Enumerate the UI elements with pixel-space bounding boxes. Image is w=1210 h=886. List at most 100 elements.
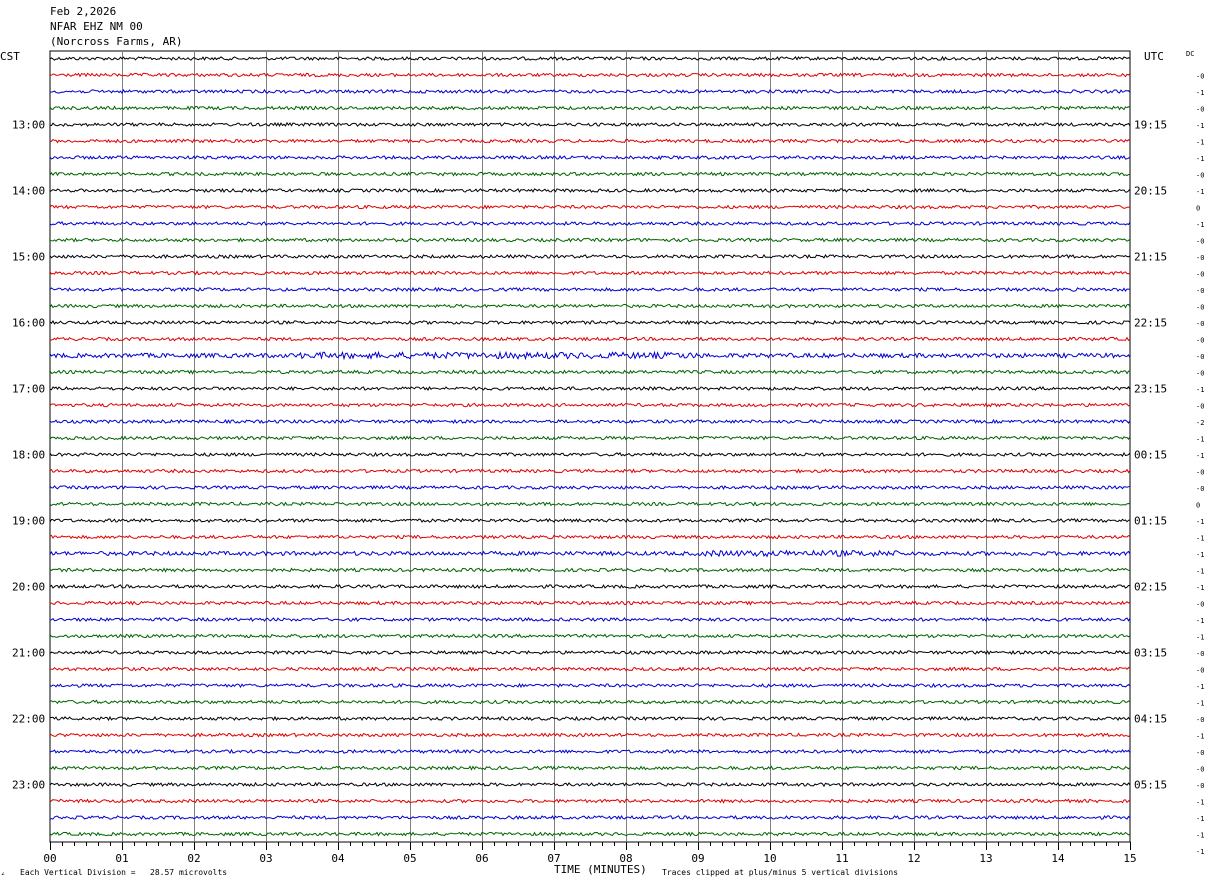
clip-note: Traces clipped at plus/minus 5 vertical … — [662, 868, 899, 877]
seismic-trace — [49, 270, 1131, 276]
seismic-trace — [49, 121, 1131, 128]
x-tick-label: 14 — [1051, 852, 1065, 865]
seismic-trace — [49, 451, 1131, 457]
x-tick-label: 09 — [691, 852, 704, 865]
seismic-trace — [49, 55, 1131, 62]
station-code: NFAR EHZ NM 00 — [50, 20, 143, 33]
dc-offset-label: -0 — [1196, 485, 1204, 493]
dc-offset-label: -0 — [1196, 469, 1204, 477]
dc-offset-label: -1 — [1196, 634, 1204, 642]
dc-offset-label: -1 — [1196, 535, 1204, 543]
x-tick-label: 12 — [907, 852, 920, 865]
dc-offset-label: -0 — [1196, 766, 1204, 774]
scale-note: Each Vertical Division = 28.57 microvolt… — [20, 868, 228, 877]
right-hour-label: 01:15 — [1134, 515, 1167, 528]
dc-offset-label: -0 — [1196, 749, 1204, 757]
right-hour-label: 22:15 — [1134, 317, 1167, 330]
dc-offset-label: -0 — [1196, 782, 1204, 790]
seismic-trace — [49, 369, 1131, 375]
seismic-trace — [49, 549, 1131, 558]
right-hour-label: 02:15 — [1134, 581, 1167, 594]
seismic-trace — [49, 468, 1131, 474]
x-axis-title: TIME (MINUTES) — [554, 863, 647, 876]
right-hour-label: 23:15 — [1134, 383, 1167, 396]
x-tick-label: 11 — [835, 852, 848, 865]
seismic-trace — [49, 286, 1131, 293]
dc-offset-label: -0 — [1196, 370, 1204, 378]
dc-offset-label: -0 — [1196, 320, 1204, 328]
dc-offset-label: -0 — [1196, 254, 1204, 262]
seismic-trace — [49, 534, 1131, 540]
dc-offset-label: -1 — [1196, 799, 1204, 807]
x-tick-label: 02 — [187, 852, 200, 865]
dc-offset-label: -1 — [1196, 584, 1204, 592]
dc-offset-label: -1 — [1196, 848, 1204, 856]
x-tick-label: 01 — [115, 852, 128, 865]
dc-offset-label: 0 — [1196, 502, 1200, 510]
left-hour-label: 19:00 — [12, 515, 45, 528]
dc-offset-label: -1 — [1196, 815, 1204, 823]
left-hour-label: 17:00 — [12, 383, 45, 396]
dc-offset-label: -0 — [1196, 172, 1204, 180]
dc-offset-label: -1 — [1196, 122, 1204, 130]
seismic-trace — [49, 220, 1131, 226]
seismic-trace — [49, 171, 1131, 177]
dc-offset-label: -0 — [1196, 238, 1204, 246]
seismic-trace — [49, 187, 1131, 194]
seismic-trace — [50, 600, 1131, 606]
seismic-trace — [49, 72, 1131, 78]
plot-date: Feb 2,2026 — [50, 5, 117, 18]
dc-offset-label: -0 — [1196, 304, 1204, 312]
x-tick-label: 15 — [1123, 852, 1136, 865]
dc-offset-label: -1 — [1196, 832, 1204, 840]
dc-offset-label: -0 — [1196, 667, 1204, 675]
seismic-trace — [49, 567, 1131, 573]
x-tick-label: 03 — [259, 852, 272, 865]
seismic-trace — [49, 798, 1131, 804]
right-hour-label: 00:15 — [1134, 449, 1167, 462]
dc-offset-label: -1 — [1196, 700, 1204, 708]
right-hour-label: 21:15 — [1134, 251, 1167, 264]
dc-offset-label: -1 — [1196, 436, 1204, 444]
dc-offset-label: -1 — [1196, 89, 1204, 97]
dc-offset-label: -0 — [1196, 650, 1204, 658]
seismic-trace — [49, 154, 1131, 161]
dc-offset-label: -0 — [1196, 106, 1204, 114]
seismic-trace — [49, 319, 1131, 326]
plot-frame — [49, 50, 1131, 843]
dc-offset-label: -1 — [1196, 188, 1204, 196]
dc-header-label: DC — [1186, 50, 1195, 58]
dc-offset-label: -1 — [1196, 139, 1204, 147]
x-tick-label: 06 — [475, 852, 488, 865]
x-tick-label: 08 — [619, 852, 632, 865]
seismic-trace — [49, 88, 1131, 95]
seismic-trace — [49, 649, 1131, 656]
seismic-trace — [49, 814, 1131, 821]
seismic-trace — [49, 402, 1131, 408]
seismic-trace — [49, 237, 1131, 243]
dc-offset-label: -0 — [1196, 601, 1204, 609]
right-hour-label: 20:15 — [1134, 185, 1167, 198]
left-hour-label: 14:00 — [12, 185, 45, 198]
dc-offset-label: -1 — [1196, 155, 1204, 163]
seismic-trace — [49, 418, 1131, 425]
dc-offset-label: -0 — [1196, 73, 1204, 81]
seismic-trace — [49, 385, 1131, 392]
seismic-trace — [49, 435, 1131, 441]
dc-offset-label: -1 — [1196, 568, 1204, 576]
right-timezone-label: UTC — [1144, 50, 1164, 63]
plot-header: Feb 2,2026 NFAR EHZ NM 00 (Norcross Farm… — [50, 4, 182, 49]
left-hour-label: 23:00 — [12, 779, 45, 792]
left-hour-label: 18:00 — [12, 449, 45, 462]
seismic-trace — [49, 138, 1131, 144]
dc-offset-label: 0 — [1196, 205, 1200, 213]
seismic-trace — [49, 484, 1131, 491]
x-tick-label: 13 — [979, 852, 992, 865]
x-tick-label: 07 — [547, 852, 560, 865]
left-timezone-label: CST — [0, 50, 20, 63]
right-hour-label: 03:15 — [1134, 647, 1167, 660]
seismic-trace — [49, 633, 1131, 639]
dc-offset-label: -1 — [1196, 221, 1204, 229]
right-hour-label: 19:15 — [1134, 119, 1167, 132]
